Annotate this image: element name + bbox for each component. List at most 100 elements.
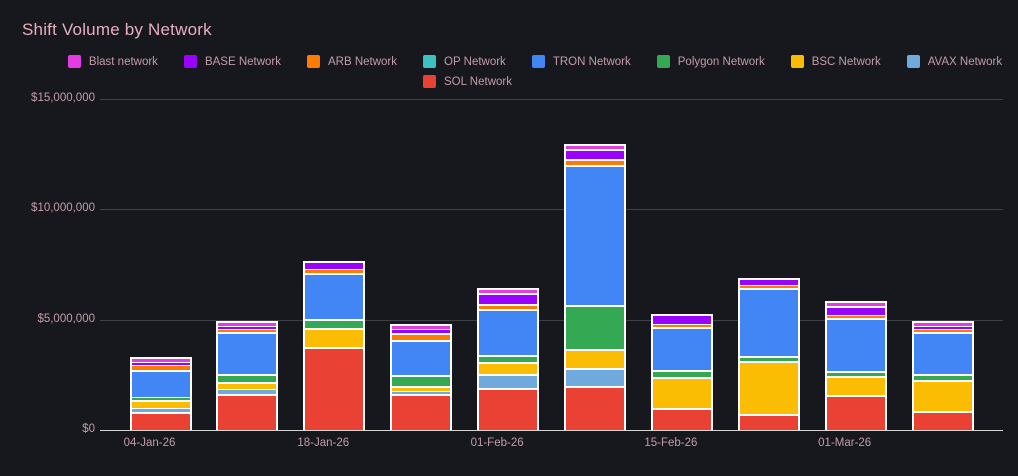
legend-item-op-network[interactable]: OP Network [423,55,506,68]
bar-segment-base-network[interactable] [305,262,364,270]
bar-segment-polygon-network[interactable] [566,304,624,349]
bar-segment-tron-network[interactable] [826,318,885,372]
bar-segment-sol-network[interactable] [826,395,885,430]
bar-segment-bsc-network[interactable] [826,376,885,396]
bar-segment-blast-network[interactable] [826,302,885,306]
bar-segment-blast-network[interactable] [479,289,538,293]
stacked-bar [737,277,800,430]
bar-segment-avax-network[interactable] [218,389,277,394]
bar-segment-sol-network[interactable] [739,414,798,430]
bar-segment-bsc-network[interactable] [652,377,711,408]
x-tick-label: 18-Jan-26 [297,437,350,449]
bar-segment-avax-network[interactable] [392,391,451,395]
bar-segment-base-network[interactable] [566,148,624,160]
bar-segment-polygon-network[interactable] [652,370,711,378]
bar-segment-sol-network[interactable] [913,410,972,430]
legend-item-base-network[interactable]: BASE Network [183,55,281,68]
bar-segment-polygon-network[interactable] [913,374,972,381]
stacked-bar [564,143,626,430]
bar-segment-arb-network[interactable] [913,329,972,333]
bar-segment-base-network[interactable] [218,326,277,330]
legend-label: OP Network [444,55,506,68]
bar-segment-bsc-network[interactable] [131,399,190,409]
bar-segment-base-network[interactable] [913,326,972,330]
bar-segment-tron-network[interactable] [739,288,798,356]
bar-segment-base-network[interactable] [392,329,451,333]
bar-segment-tron-network[interactable] [566,164,624,305]
legend-item-polygon-network[interactable]: Polygon Network [656,55,765,68]
bar-segment-bsc-network[interactable] [739,361,798,415]
bar-segment-polygon-network[interactable] [392,374,451,386]
bar-segment-arb-network[interactable] [652,323,711,328]
bar-segment-bsc-network[interactable] [218,381,277,390]
bar-segment-base-network[interactable] [826,305,885,316]
bar-segment-arb-network[interactable] [826,315,885,319]
x-axis-baseline [100,430,1003,431]
bar-segment-arb-network[interactable] [479,303,538,310]
bar-segment-blast-network[interactable] [913,323,972,327]
stacked-bar [303,260,366,430]
bar-segment-polygon-network[interactable] [218,374,277,382]
legend-row-1: Blast network BASE Network ARB Network OP N… [67,55,1002,68]
bar-segment-tron-network[interactable] [131,370,190,397]
stacked-bar [650,313,713,430]
bar-segment-sol-network[interactable] [218,393,277,430]
bar-segment-sol-network[interactable] [479,388,538,430]
legend-item-blast-network[interactable]: Blast network [67,55,158,68]
bar-segment-arb-network[interactable] [131,365,190,371]
bar-segment-tron-network[interactable] [305,273,364,319]
bar-segment-arb-network[interactable] [392,332,451,341]
bar-segment-blast-network[interactable] [218,323,277,327]
bar-segment-blast-network[interactable] [392,326,451,330]
bar-segment-base-network[interactable] [479,292,538,304]
bar-segment-bsc-network[interactable] [479,361,538,375]
bar-segment-base-network[interactable] [131,361,190,366]
bar-segment-avax-network[interactable] [566,367,624,386]
legend-item-arb-network[interactable]: ARB Network [307,55,397,68]
bar-segment-sol-network[interactable] [652,407,711,430]
bar-segment-polygon-network[interactable] [826,371,885,377]
bar-segment-tron-network[interactable] [479,309,538,355]
legend-swatch [656,55,670,68]
bar-segment-bsc-network[interactable] [913,380,972,411]
y-tick-label: $5,000,000 [37,312,95,325]
bar-segment-bsc-network[interactable] [305,327,364,348]
legend-item-avax-network[interactable]: AVAX Network [906,55,1002,68]
legend-label: Polygon Network [677,55,765,68]
bar-segment-arb-network[interactable] [218,329,277,333]
bar-segment-sol-network[interactable] [392,394,451,430]
legend-item-tron-network[interactable]: TRON Network [531,55,631,68]
bar-segment-tron-network[interactable] [652,327,711,371]
legend-swatch [67,55,81,68]
legend-label: TRON Network [552,55,631,68]
x-tick-label: 04-Jan-26 [123,437,176,449]
grid-line [100,319,1003,321]
grid-line [100,98,1003,100]
bar-segment-blast-network[interactable] [566,145,624,149]
bar-segment-tron-network[interactable] [913,332,972,375]
bar-segment-polygon-network[interactable] [131,396,190,400]
bar-segment-base-network[interactable] [739,279,798,286]
bar-segment-arb-network[interactable] [739,285,798,289]
bar-segment-sol-network[interactable] [566,385,624,430]
legend-item-sol-network[interactable]: SOL Network [423,75,512,88]
legend-item-bsc-network[interactable]: BSC Network [790,55,881,68]
bar-segment-avax-network[interactable] [131,408,190,413]
bar-segment-tron-network[interactable] [218,332,277,375]
bar-segment-bsc-network[interactable] [566,348,624,368]
bar-segment-polygon-network[interactable] [305,318,364,328]
bar-segment-avax-network[interactable] [479,374,538,389]
bar-segment-arb-network[interactable] [305,269,364,274]
bar-segment-arb-network[interactable] [566,159,624,165]
legend-swatch [307,55,320,68]
bar-segment-polygon-network[interactable] [739,355,798,362]
bar-segment-bsc-network[interactable] [392,385,451,392]
bar-segment-sol-network[interactable] [131,412,190,430]
legend-swatch [531,55,545,68]
bar-segment-tron-network[interactable] [392,340,451,375]
x-tick-label: 15-Feb-26 [644,437,698,449]
bar-segment-sol-network[interactable] [305,347,364,430]
bar-segment-polygon-network[interactable] [479,354,538,362]
bar-segment-base-network[interactable] [652,315,711,324]
bar-segment-blast-network[interactable] [131,358,190,362]
